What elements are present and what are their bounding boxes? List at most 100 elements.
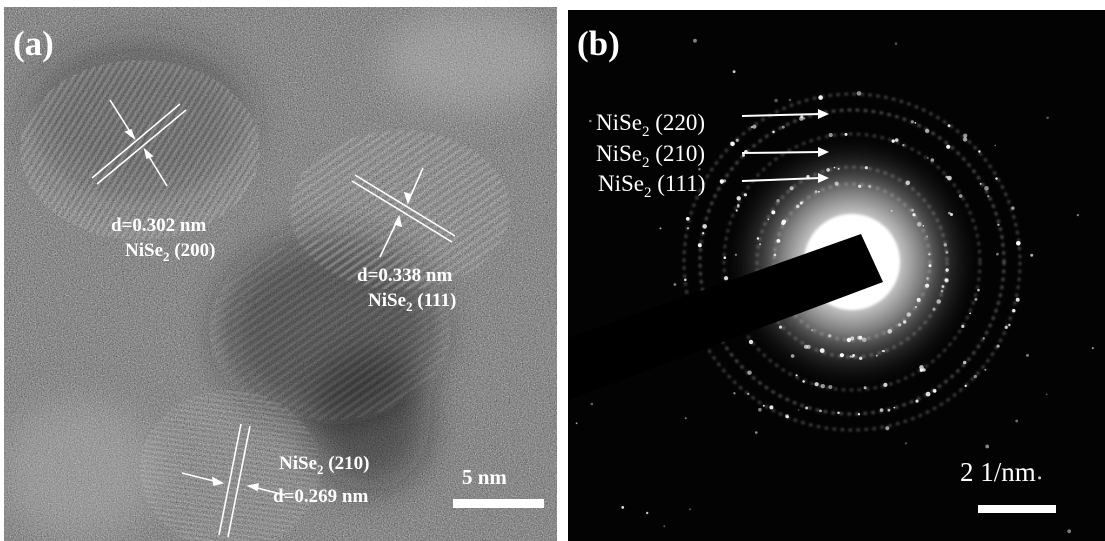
diffraction-spot bbox=[1030, 253, 1034, 257]
diffraction-spot bbox=[803, 117, 806, 120]
diffraction-spot bbox=[803, 344, 809, 349]
diffraction-spot bbox=[621, 506, 625, 509]
plane-label-200: NiSe2 (200) bbox=[125, 240, 215, 264]
diffraction-spot bbox=[979, 182, 982, 185]
arrowhead-111 bbox=[818, 173, 829, 183]
diffraction-spot bbox=[771, 210, 776, 215]
plane-label-111: NiSe2 (111) bbox=[368, 290, 456, 314]
diffraction-spot bbox=[734, 253, 738, 256]
diffraction-spot bbox=[758, 407, 762, 412]
diffraction-spot bbox=[950, 213, 953, 216]
hrtem-panel: (a) d=0.302 nm NiSe2 (200) d=0.338 nm Ni… bbox=[4, 7, 557, 541]
diffraction-spot bbox=[659, 227, 662, 230]
panel-b-label: (b) bbox=[577, 24, 620, 63]
diffraction-spot bbox=[842, 354, 845, 356]
phase-name: NiSe bbox=[279, 453, 317, 474]
diffraction-spot bbox=[1004, 325, 1008, 329]
phase-name: NiSe bbox=[596, 141, 642, 166]
diffraction-spot bbox=[844, 132, 848, 136]
diffraction-spot bbox=[969, 312, 971, 315]
diffraction-spot bbox=[1091, 347, 1094, 350]
diffraction-spot bbox=[1026, 354, 1029, 357]
diffraction-spot bbox=[940, 289, 944, 293]
diffraction-spot bbox=[997, 223, 1000, 226]
diffraction-spot bbox=[887, 408, 891, 412]
scale-bar-label-b: 2 1/nm bbox=[960, 457, 1036, 487]
diffraction-spot bbox=[769, 405, 774, 410]
diffraction-spot bbox=[945, 268, 949, 272]
diffraction-spot bbox=[926, 235, 928, 238]
diffraction-spot bbox=[994, 144, 996, 147]
diffraction-spot bbox=[941, 285, 945, 288]
diffraction-spot bbox=[883, 382, 888, 387]
diffraction-spot bbox=[790, 354, 795, 358]
diffraction-spot bbox=[922, 225, 925, 227]
d-spacing-111: d=0.338 nm bbox=[357, 265, 452, 286]
diffraction-spot bbox=[759, 243, 762, 246]
diffraction-spot bbox=[828, 334, 832, 338]
diffraction-spot bbox=[819, 409, 822, 413]
diffraction-spot bbox=[723, 256, 727, 260]
diffraction-spot bbox=[926, 277, 929, 280]
arrowhead-210 bbox=[818, 147, 829, 157]
diffraction-spot bbox=[977, 288, 980, 292]
diffraction-spot bbox=[978, 150, 981, 153]
diffraction-spot bbox=[575, 422, 578, 425]
d-spacing-210: d=0.269 nm bbox=[273, 486, 368, 507]
diffraction-spot bbox=[925, 128, 930, 134]
diffraction-spot bbox=[862, 337, 867, 343]
scale-bar-a bbox=[453, 499, 544, 508]
diffraction-spot bbox=[995, 177, 998, 180]
diffraction-spot bbox=[916, 297, 921, 302]
diffraction-spot bbox=[903, 320, 907, 324]
diffraction-spot bbox=[1016, 241, 1021, 246]
diffraction-spot bbox=[735, 209, 738, 212]
diffraction-spot bbox=[747, 370, 752, 375]
diffraction-spot bbox=[818, 190, 820, 193]
diffraction-spot bbox=[996, 252, 999, 256]
diffraction-spot bbox=[890, 210, 893, 212]
diffraction-spot bbox=[698, 168, 701, 171]
diffraction-spot bbox=[946, 144, 951, 149]
diffraction-spot bbox=[589, 119, 592, 123]
diffraction-spot bbox=[893, 406, 896, 409]
diffraction-spot bbox=[898, 323, 902, 327]
scale-bar-label-a: 5 nm bbox=[462, 465, 507, 489]
diffraction-spot bbox=[1011, 206, 1015, 210]
diffraction-spot bbox=[811, 329, 813, 332]
diffraction-spot bbox=[837, 411, 840, 415]
diffraction-spot bbox=[752, 124, 757, 129]
phase-name: NiSe bbox=[596, 110, 642, 135]
diffraction-spot bbox=[796, 204, 800, 209]
diffraction-spot bbox=[820, 384, 825, 389]
diffraction-spot bbox=[1015, 419, 1019, 423]
diffraction-spot bbox=[776, 239, 781, 243]
diffraction-spot bbox=[828, 132, 833, 138]
diffraction-spot bbox=[818, 95, 823, 100]
diffraction-spot bbox=[686, 217, 690, 221]
diffraction-spot bbox=[894, 138, 899, 142]
diffraction-spot bbox=[1012, 309, 1016, 313]
diffraction-spot bbox=[879, 408, 884, 412]
phase-name: NiSe bbox=[368, 290, 406, 311]
diffraction-spot bbox=[911, 120, 914, 124]
diffraction-spot bbox=[742, 153, 745, 157]
diffraction-spot bbox=[747, 392, 750, 395]
beam-stop bbox=[568, 234, 883, 400]
diffraction-spot bbox=[773, 253, 777, 257]
diffraction-spot bbox=[933, 389, 937, 393]
diffraction-ring bbox=[756, 166, 948, 358]
diffraction-spot bbox=[781, 125, 785, 129]
diffraction-spot bbox=[857, 413, 861, 416]
phase-subscript: 2 bbox=[406, 299, 413, 314]
diffraction-spot bbox=[806, 175, 810, 179]
diffraction-spot bbox=[875, 354, 878, 357]
diffraction-spot bbox=[781, 221, 785, 226]
arrowhead-220 bbox=[818, 109, 829, 119]
diffraction-spot bbox=[736, 196, 741, 201]
diffraction-spot bbox=[1067, 529, 1072, 534]
diffraction-ring bbox=[699, 109, 1005, 415]
diffraction-spot bbox=[858, 335, 863, 340]
diffraction-spot bbox=[928, 264, 932, 268]
